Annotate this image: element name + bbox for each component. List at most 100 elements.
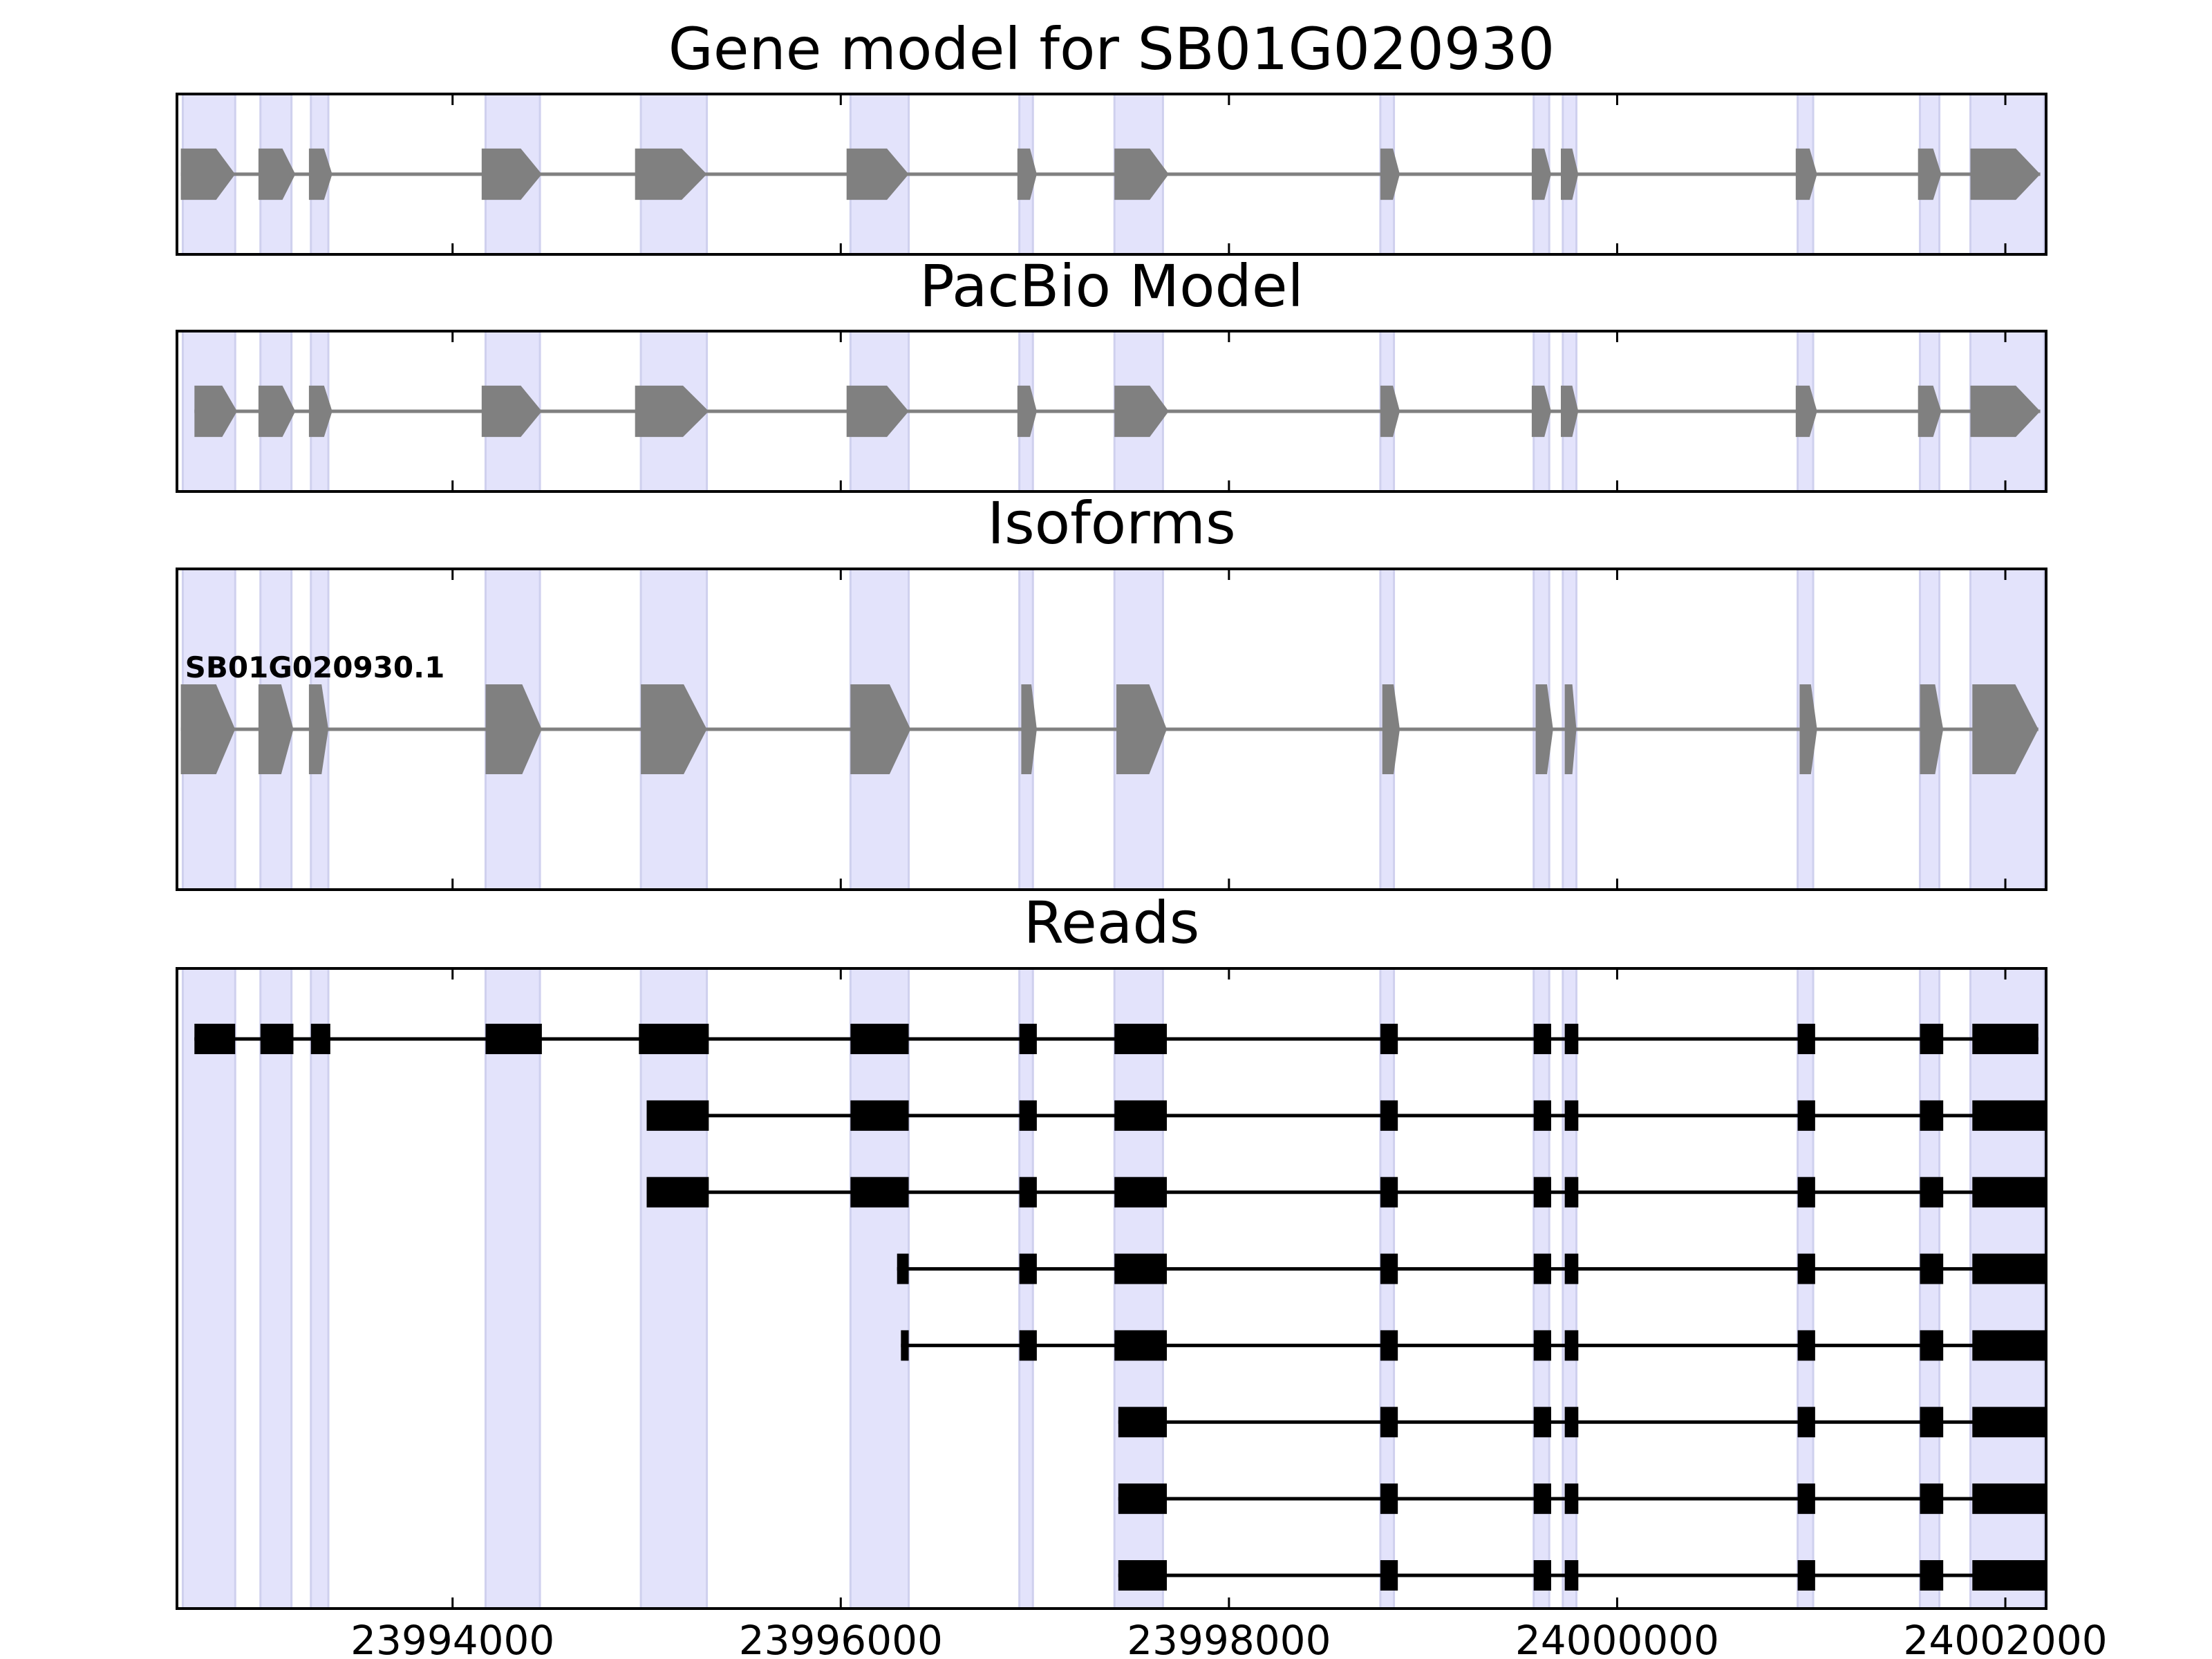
panel-4: Reads 23994000 23996000 23998000 24000000 240…: [176, 889, 2108, 1659]
read-block: [194, 1024, 236, 1054]
read-block: [1380, 1253, 1398, 1284]
exon-arrow: [1380, 148, 1400, 200]
read-block: [1533, 1177, 1551, 1208]
read-block: [1972, 1024, 2038, 1054]
x-tick-label: 23998000: [1127, 1617, 1331, 1659]
read-block: [1920, 1483, 1944, 1515]
read-block: [1533, 1483, 1551, 1515]
read-block: [1380, 1407, 1398, 1438]
read-block: [485, 1024, 542, 1054]
read-block: [897, 1253, 909, 1284]
read-block: [1797, 1100, 1815, 1131]
axes-frame: [176, 93, 2047, 256]
panel-2: PacBio Model: [176, 252, 2047, 493]
track-1: SB01G020930.1: [180, 650, 2038, 774]
track-1: [194, 1024, 2038, 1054]
exon-arrow: [1017, 148, 1037, 200]
read-block: [1797, 1483, 1815, 1515]
exon-arrow: [635, 385, 709, 438]
track-1: [194, 385, 2041, 438]
panel-title: Isoforms: [987, 489, 1236, 557]
read-block: [1564, 1253, 1579, 1284]
read-block: [1380, 1560, 1398, 1591]
read-block: [1380, 1483, 1398, 1515]
track-2: [646, 1100, 2046, 1131]
exon-arrow: [1114, 148, 1169, 200]
exon-arrow: [1970, 148, 2041, 200]
exon-arrow: [308, 684, 328, 774]
read-block: [1564, 1407, 1579, 1438]
read-block: [1920, 1560, 1944, 1591]
highlight-band: [484, 968, 541, 1609]
read-block: [850, 1177, 909, 1208]
exon-arrow: [1972, 684, 2038, 774]
exon-arrow: [1795, 385, 1817, 438]
read-block: [1019, 1177, 1037, 1208]
read-block: [1118, 1483, 1168, 1515]
read-block: [1533, 1100, 1551, 1131]
highlight-band: [1018, 968, 1034, 1609]
read-block: [310, 1024, 330, 1054]
exon-arrow: [1561, 385, 1579, 438]
read-block: [1564, 1024, 1579, 1054]
track-5: [901, 1330, 2046, 1361]
panel-3: Isoforms SB01G020930.1: [176, 489, 2047, 891]
exon-arrow: [1564, 684, 1577, 774]
read-block: [1019, 1330, 1037, 1361]
plot-area: [180, 94, 2045, 254]
read-block: [1972, 1483, 2046, 1515]
exon-arrow: [258, 148, 296, 200]
track-1: [180, 148, 2041, 200]
exon-arrow: [1382, 684, 1400, 774]
read-block: [1118, 1407, 1168, 1438]
exon-arrow: [1795, 148, 1817, 200]
exon-arrow: [846, 148, 909, 200]
exon-arrow: [1114, 385, 1169, 438]
read-block: [1114, 1253, 1168, 1284]
read-block: [1564, 1560, 1579, 1591]
read-block: [1019, 1100, 1037, 1131]
read-block: [1972, 1407, 2046, 1438]
exon-arrow: [1531, 148, 1551, 200]
exon-arrow: [180, 684, 236, 774]
read-block: [1564, 1483, 1579, 1515]
exon-arrow: [180, 148, 236, 200]
exon-arrow: [1561, 148, 1579, 200]
panel-1: Gene model for SB01G020930: [176, 15, 2047, 256]
read-block: [1564, 1330, 1579, 1361]
x-tick-label: 23994000: [350, 1617, 554, 1659]
read-block: [260, 1024, 294, 1054]
exon-arrow: [194, 385, 237, 438]
read-block: [1972, 1253, 2046, 1284]
highlight-band: [181, 968, 236, 1609]
panel-title: PacBio Model: [919, 252, 1304, 320]
exon-arrow: [485, 684, 542, 774]
read-block: [1972, 1100, 2046, 1131]
x-tick-label: 24002000: [1903, 1617, 2107, 1659]
read-block: [1118, 1560, 1168, 1591]
axes-frame: [176, 967, 2047, 1610]
exon-arrow: [1116, 684, 1167, 774]
axes-frame: [176, 330, 2047, 493]
read-block: [1797, 1024, 1815, 1054]
read-block: [1972, 1177, 2046, 1208]
read-block: [1114, 1177, 1168, 1208]
exon-arrow: [850, 684, 911, 774]
track-3: [646, 1177, 2046, 1208]
read-block: [639, 1024, 709, 1054]
read-block: [1114, 1024, 1168, 1054]
read-block: [1019, 1253, 1037, 1284]
read-block: [1380, 1177, 1398, 1208]
exon-arrow: [258, 385, 296, 438]
read-block: [1920, 1177, 1944, 1208]
read-block: [1533, 1330, 1551, 1361]
exon-arrow: [1918, 148, 1942, 200]
exon-arrow: [481, 385, 542, 438]
plot-area: [181, 968, 2046, 1609]
read-block: [1533, 1253, 1551, 1284]
exon-arrow: [308, 385, 332, 438]
exon-arrow: [641, 684, 707, 774]
read-block: [1564, 1100, 1579, 1131]
isoform-label: SB01G020930.1: [185, 650, 445, 684]
